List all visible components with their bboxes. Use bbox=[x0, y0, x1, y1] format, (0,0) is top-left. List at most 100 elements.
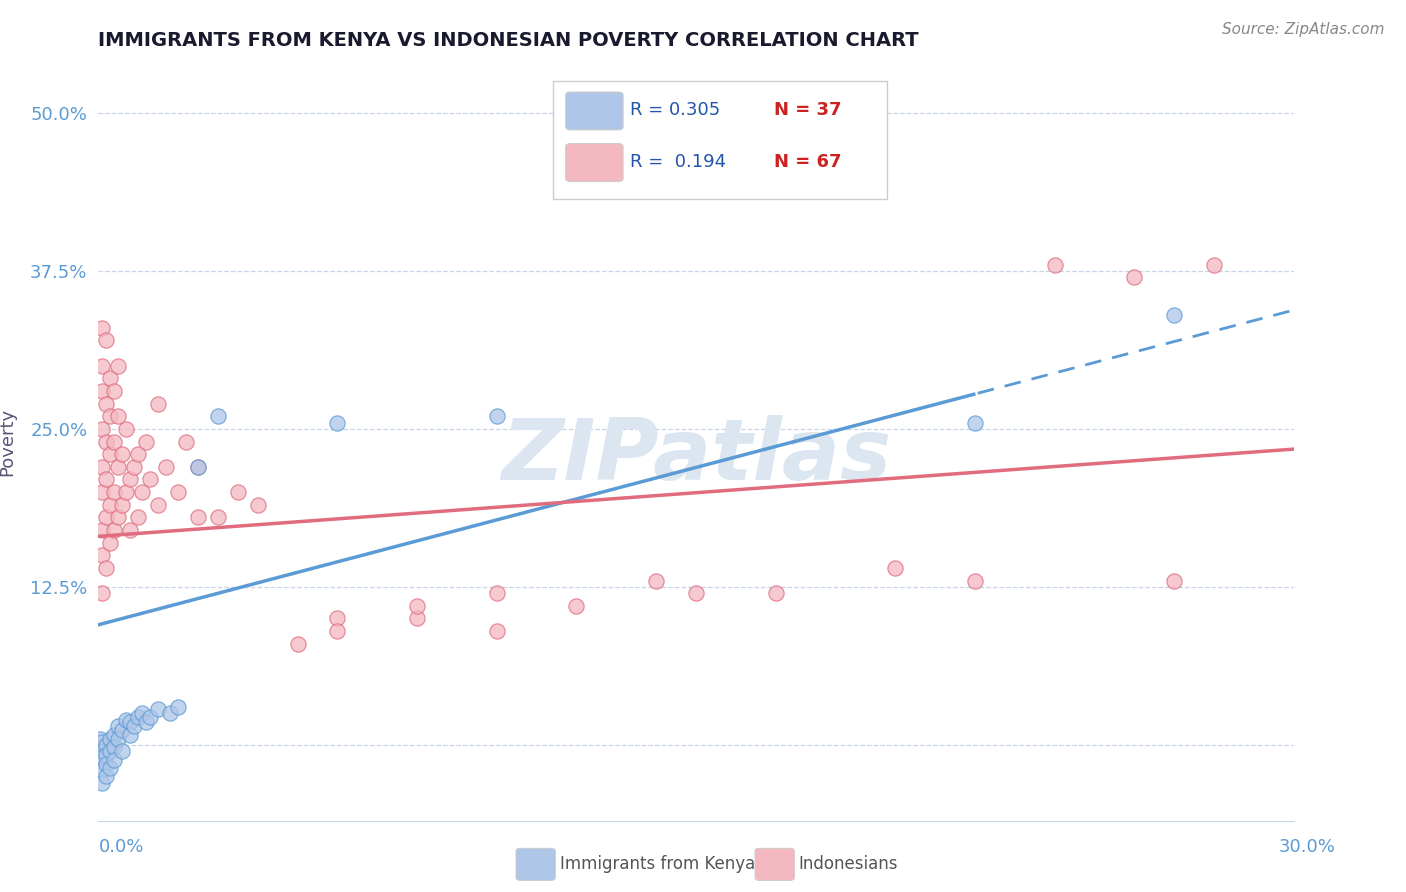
Point bbox=[207, 409, 229, 424]
Point bbox=[91, 750, 114, 764]
Point bbox=[685, 586, 707, 600]
Text: IMMIGRANTS FROM KENYA VS INDONESIAN POVERTY CORRELATION CHART: IMMIGRANTS FROM KENYA VS INDONESIAN POVE… bbox=[98, 30, 920, 50]
Point bbox=[98, 744, 122, 758]
Point bbox=[187, 459, 209, 474]
Point bbox=[91, 422, 114, 436]
Point bbox=[148, 498, 170, 512]
Point bbox=[91, 548, 114, 563]
Point bbox=[187, 459, 209, 474]
Point bbox=[287, 637, 309, 651]
Point bbox=[139, 710, 162, 724]
Point bbox=[167, 700, 190, 714]
Point bbox=[96, 334, 118, 348]
Point bbox=[98, 409, 122, 424]
Text: Source: ZipAtlas.com: Source: ZipAtlas.com bbox=[1222, 22, 1385, 37]
Point bbox=[485, 409, 508, 424]
Point bbox=[107, 510, 129, 524]
Point bbox=[103, 434, 125, 449]
Point bbox=[159, 706, 181, 721]
Point bbox=[246, 498, 269, 512]
Point bbox=[120, 715, 142, 730]
Point bbox=[111, 447, 134, 461]
Point bbox=[326, 416, 349, 430]
Point bbox=[91, 763, 114, 777]
Point bbox=[115, 713, 138, 727]
Point bbox=[103, 753, 125, 767]
Point bbox=[884, 561, 907, 575]
Point bbox=[91, 485, 114, 500]
Point bbox=[115, 485, 138, 500]
Point bbox=[174, 434, 197, 449]
Point bbox=[103, 728, 125, 742]
Point bbox=[135, 434, 157, 449]
Point bbox=[98, 498, 122, 512]
Text: 30.0%: 30.0% bbox=[1279, 838, 1336, 855]
Point bbox=[115, 422, 138, 436]
Point bbox=[326, 611, 349, 625]
Point bbox=[148, 396, 170, 410]
Point bbox=[91, 459, 114, 474]
Point bbox=[406, 599, 429, 613]
Point bbox=[111, 744, 134, 758]
Point bbox=[107, 731, 129, 746]
Point bbox=[127, 447, 149, 461]
FancyBboxPatch shape bbox=[565, 92, 623, 130]
Point bbox=[120, 523, 142, 537]
FancyBboxPatch shape bbox=[553, 81, 887, 199]
Point bbox=[91, 523, 114, 537]
Point bbox=[98, 731, 122, 746]
Point bbox=[155, 459, 177, 474]
Point bbox=[131, 485, 153, 500]
Point bbox=[111, 498, 134, 512]
Point bbox=[207, 510, 229, 524]
Point bbox=[406, 611, 429, 625]
Point bbox=[131, 706, 153, 721]
Point bbox=[1123, 270, 1146, 285]
Text: N = 67: N = 67 bbox=[773, 153, 841, 170]
Point bbox=[124, 459, 146, 474]
Point bbox=[98, 447, 122, 461]
Point bbox=[96, 434, 118, 449]
Point bbox=[103, 740, 125, 755]
Point bbox=[107, 409, 129, 424]
Point bbox=[91, 776, 114, 790]
Point bbox=[96, 756, 118, 771]
Text: 0.0%: 0.0% bbox=[98, 838, 143, 855]
Point bbox=[485, 586, 508, 600]
Point bbox=[96, 769, 118, 783]
Point bbox=[91, 586, 114, 600]
Y-axis label: Poverty: Poverty bbox=[0, 408, 15, 475]
Text: R = 0.305: R = 0.305 bbox=[630, 101, 720, 120]
Point bbox=[98, 371, 122, 385]
FancyBboxPatch shape bbox=[565, 144, 623, 181]
Text: Indonesians: Indonesians bbox=[799, 855, 898, 873]
Point bbox=[1163, 574, 1185, 588]
Point bbox=[1202, 258, 1225, 272]
Point bbox=[98, 535, 122, 549]
Point bbox=[326, 624, 349, 639]
Point bbox=[96, 738, 118, 752]
Point bbox=[127, 510, 149, 524]
Point bbox=[167, 485, 190, 500]
Text: Immigrants from Kenya: Immigrants from Kenya bbox=[560, 855, 755, 873]
Point bbox=[124, 719, 146, 733]
Point bbox=[187, 510, 209, 524]
Point bbox=[89, 731, 111, 746]
Text: N = 37: N = 37 bbox=[773, 101, 841, 120]
Point bbox=[226, 485, 249, 500]
Point bbox=[120, 473, 142, 487]
Point bbox=[485, 624, 508, 639]
Point bbox=[103, 384, 125, 398]
Text: R =  0.194: R = 0.194 bbox=[630, 153, 727, 170]
Point bbox=[127, 710, 149, 724]
Point bbox=[107, 359, 129, 373]
Point bbox=[963, 416, 986, 430]
Point bbox=[963, 574, 986, 588]
Point bbox=[765, 586, 787, 600]
Point bbox=[148, 702, 170, 716]
Point bbox=[98, 760, 122, 774]
Point bbox=[91, 320, 114, 334]
Point bbox=[1043, 258, 1066, 272]
Point bbox=[645, 574, 668, 588]
Point bbox=[96, 473, 118, 487]
